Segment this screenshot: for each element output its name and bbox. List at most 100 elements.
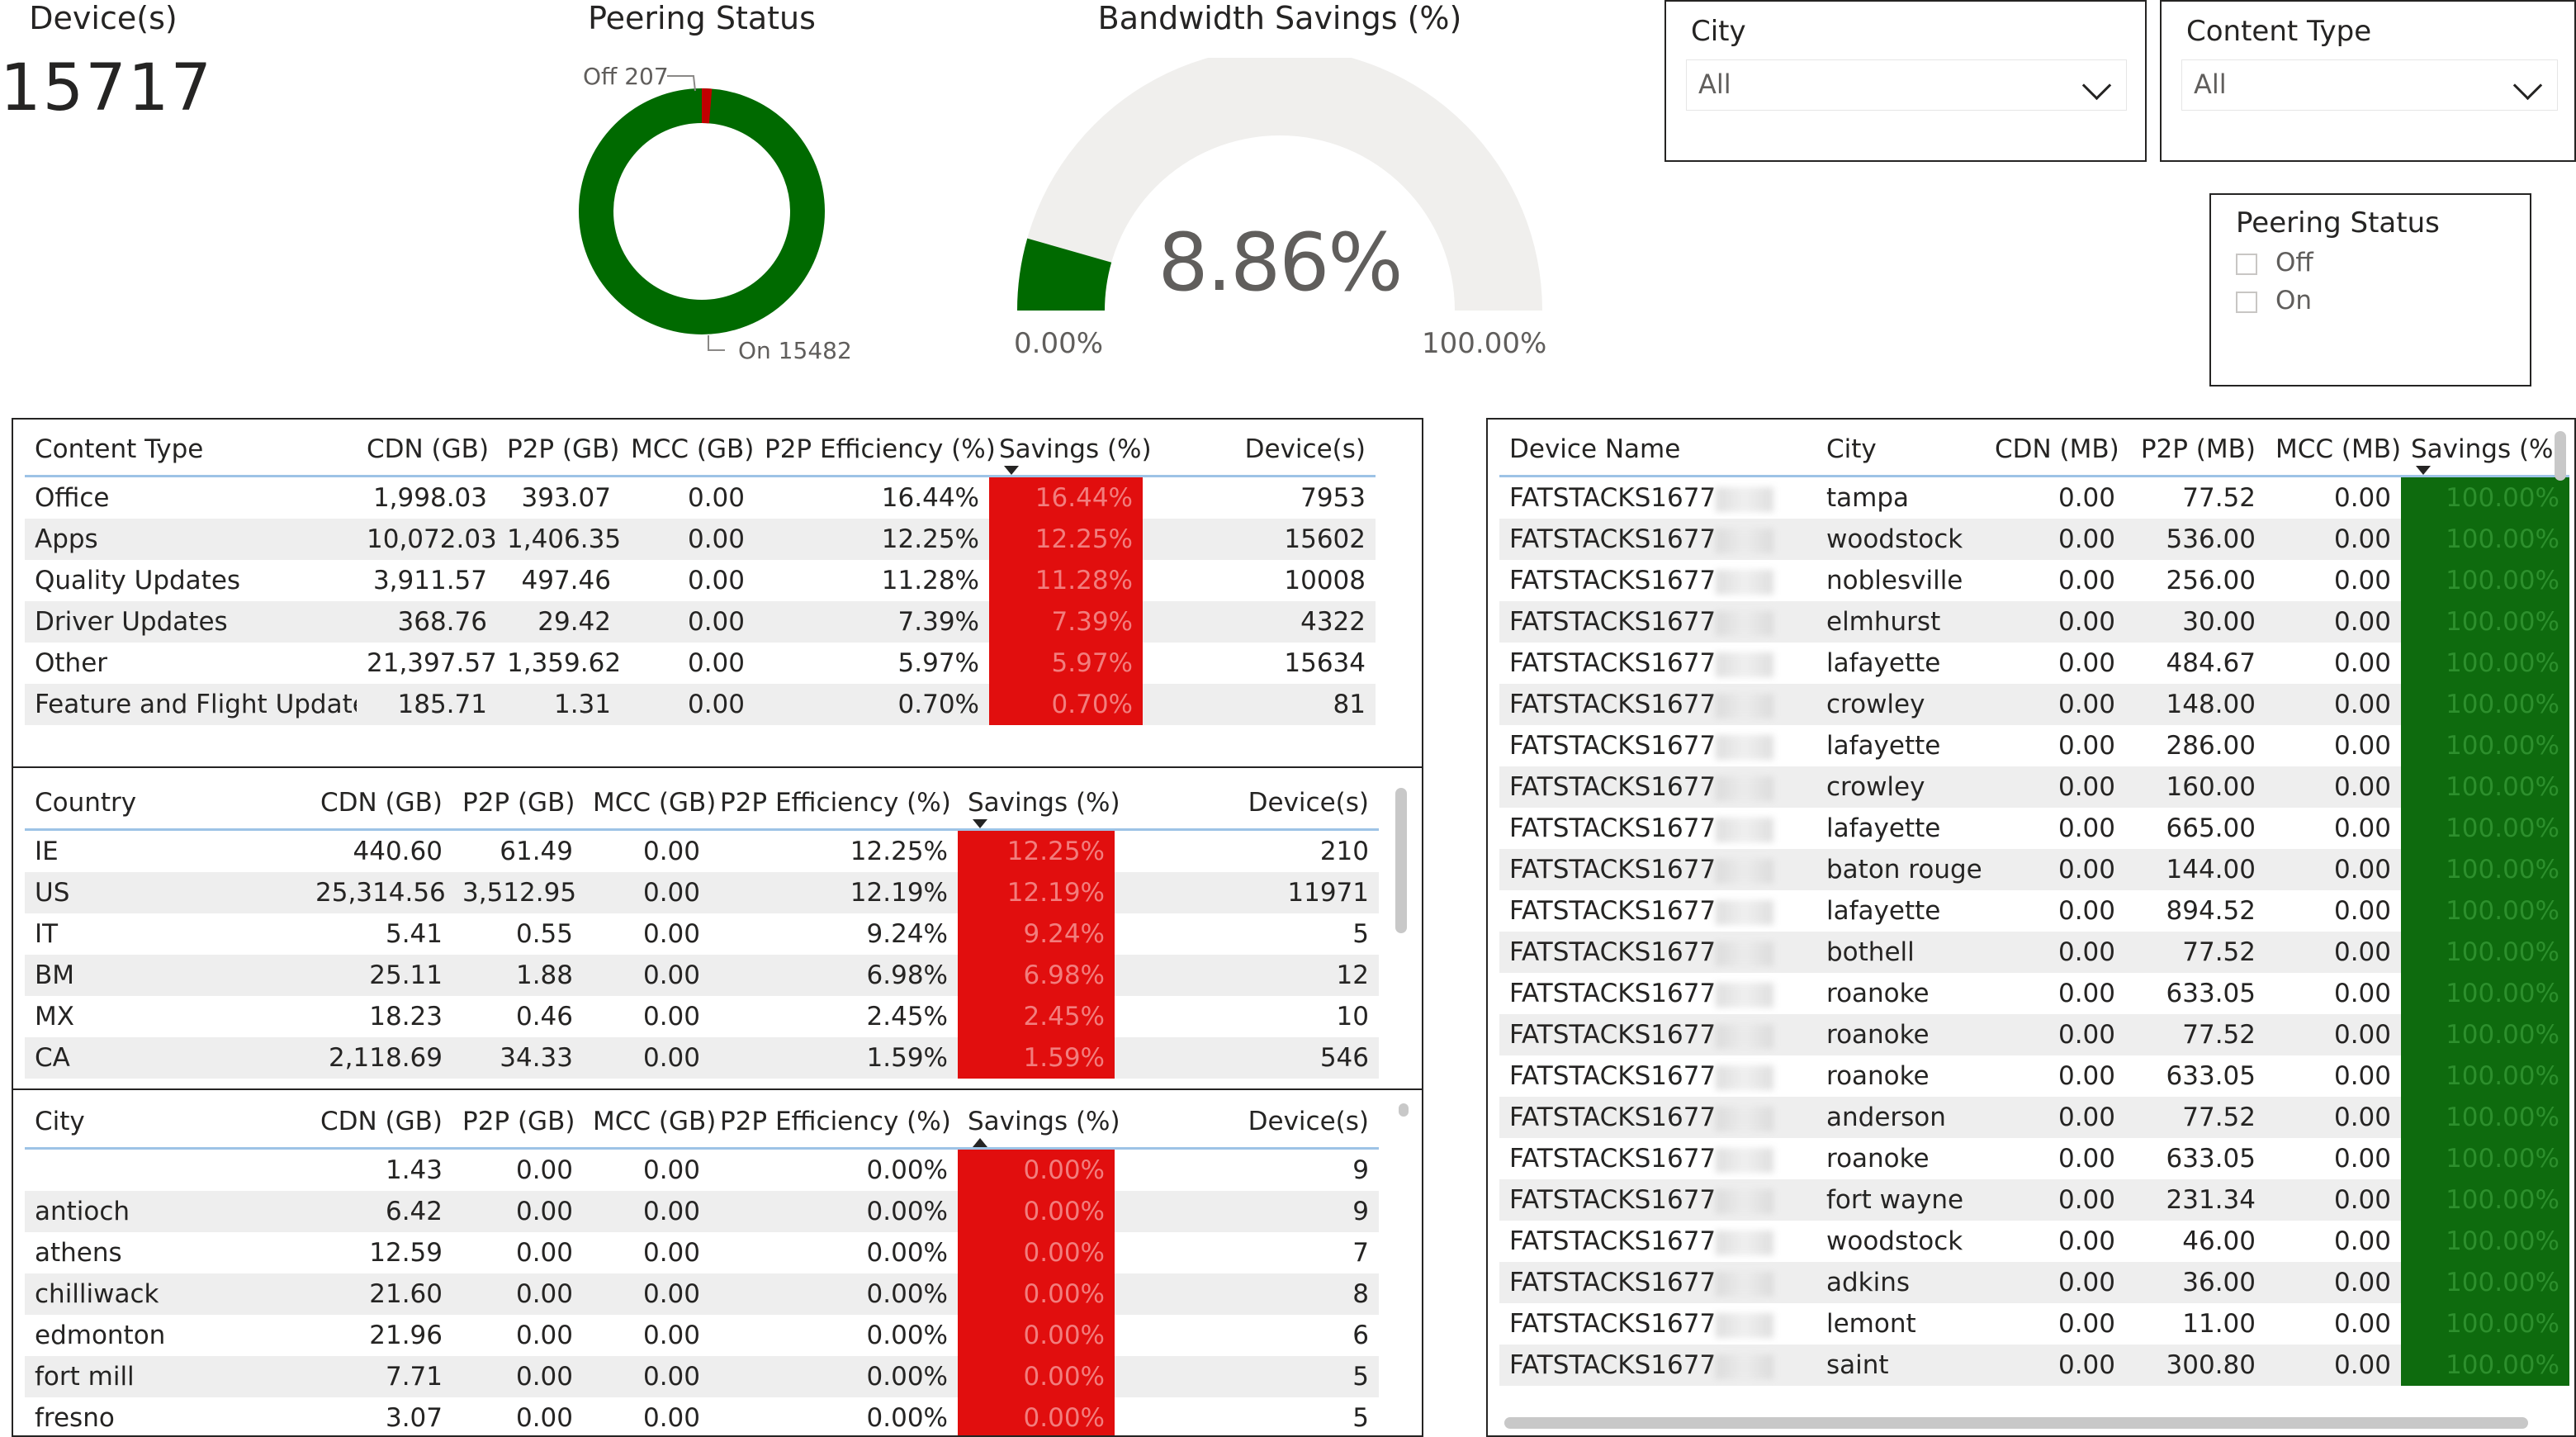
- content-type-dropdown[interactable]: All: [2181, 59, 2558, 111]
- table-row[interactable]: Feature and Flight Updates 185.71 1.31 0.00…: [25, 684, 1376, 725]
- country_table-header-6[interactable]: Device(s): [1115, 786, 1379, 831]
- checkbox-on[interactable]: [2236, 291, 2257, 313]
- table-row[interactable]: FATSTACKS1677 elmhurst 0.00 30.00 0.00 100.00…: [1499, 601, 2569, 643]
- table-row[interactable]: athens 12.59 0.00 0.00 0.00% 0.00% 7: [25, 1232, 1379, 1273]
- table-row[interactable]: Office 1,998.03 393.07 0.00 16.44% 16.44% 7953: [25, 476, 1376, 519]
- table-row[interactable]: US 25,314.56 3,512.95 0.00 12.19% 12.19% 11971: [25, 872, 1379, 913]
- device_table-header-5[interactable]: Savings (%): [2401, 433, 2569, 477]
- city_table-cell: 0.00: [452, 1191, 583, 1232]
- device_table-header-0[interactable]: Device Name: [1499, 433, 1816, 477]
- city_table-header-2[interactable]: P2P (GB): [452, 1105, 583, 1150]
- content_table-header-5[interactable]: Savings (%): [989, 433, 1152, 477]
- cell-value: 0.00: [642, 1321, 700, 1350]
- device-table-horizontal-scrollbar[interactable]: [1504, 1417, 2528, 1429]
- table-row[interactable]: Other 21,397.57 1,359.62 0.00 5.97% 5.97% 1563…: [25, 643, 1376, 684]
- country_table-cell: 12.19%: [958, 872, 1115, 913]
- cell-value: 10: [1336, 1002, 1369, 1032]
- cell-value: 0.00: [2057, 566, 2115, 595]
- table-row[interactable]: fresno 3.07 0.00 0.00 0.00% 0.00% 5: [25, 1397, 1379, 1435]
- cell-value: 0.00%: [1023, 1155, 1105, 1185]
- sort-descending-icon: [2416, 466, 2431, 475]
- device_table-header-1[interactable]: City: [1816, 433, 1985, 477]
- table-row[interactable]: MX 18.23 0.46 0.00 2.45% 2.45% 10: [25, 996, 1379, 1037]
- table-row[interactable]: 1.43 0.00 0.00 0.00% 0.00% 9: [25, 1148, 1379, 1191]
- device_table-header-4[interactable]: MCC (MB): [2266, 433, 2401, 477]
- table-row[interactable]: FATSTACKS1677 crowley 0.00 160.00 0.00 100.00…: [1499, 766, 2569, 808]
- bandwidth-savings-gauge[interactable]: [1007, 58, 1552, 322]
- cell-value: FATSTACKS1677: [1509, 524, 1717, 554]
- table-row[interactable]: FATSTACKS1677 roanoke 0.00 633.05 0.00 100.00…: [1499, 1055, 2569, 1097]
- table-row[interactable]: FATSTACKS1677 lafayette 0.00 286.00 0.00 100.…: [1499, 725, 2569, 766]
- cell-value: saint: [1826, 1350, 1889, 1380]
- city_table-header-0[interactable]: City: [25, 1105, 305, 1150]
- table-row[interactable]: FATSTACKS1677 noblesville 0.00 256.00 0.00 10…: [1499, 560, 2569, 601]
- table-row[interactable]: FATSTACKS1677 woodstock 0.00 536.00 0.00 100.…: [1499, 519, 2569, 560]
- table-row[interactable]: CA 2,118.69 34.33 0.00 1.59% 1.59% 546: [25, 1037, 1379, 1079]
- device_table-header-3[interactable]: P2P (MB): [2125, 433, 2266, 477]
- country_table-header-1[interactable]: CDN (GB): [305, 786, 452, 831]
- device-table-vertical-scrollbar[interactable]: [2555, 431, 2566, 481]
- table-row[interactable]: FATSTACKS1677 tampa 0.00 77.52 0.00 100.00%: [1499, 476, 2569, 519]
- table-row[interactable]: FATSTACKS1677 lafayette 0.00 894.52 0.00 100.…: [1499, 890, 2569, 932]
- country_table-header-4[interactable]: P2P Efficiency (%): [710, 786, 958, 831]
- city_table-header-1[interactable]: CDN (GB): [305, 1105, 452, 1150]
- table-row[interactable]: FATSTACKS1677 lafayette 0.00 484.67 0.00 100.…: [1499, 643, 2569, 684]
- table-row[interactable]: FATSTACKS1677 baton rouge 0.00 144.00 0.00 10…: [1499, 849, 2569, 890]
- peering-donut-chart[interactable]: [561, 58, 859, 372]
- city_table-header-5[interactable]: Savings (%): [958, 1105, 1120, 1150]
- peering-option-off[interactable]: Off: [2236, 248, 2313, 277]
- table-row[interactable]: Driver Updates 368.76 29.42 0.00 7.39% 7.39% 4…: [25, 601, 1376, 643]
- device_table-header-2[interactable]: CDN (MB): [1985, 433, 2125, 477]
- table-row[interactable]: IE 440.60 61.49 0.00 12.25% 12.25% 210: [25, 829, 1379, 872]
- content_table-header-2[interactable]: P2P (GB): [497, 433, 621, 477]
- table-row[interactable]: Apps 10,072.03 1,406.35 0.00 12.25% 12.25% 156…: [25, 519, 1376, 560]
- city-dropdown[interactable]: All: [1686, 59, 2127, 111]
- city_table-header-6[interactable]: Device(s): [1115, 1105, 1379, 1150]
- peering-option-on[interactable]: On: [2236, 286, 2312, 315]
- content_table-header-4[interactable]: P2P Efficiency (%): [755, 433, 996, 477]
- content_table-header-6[interactable]: Device(s): [1143, 433, 1376, 477]
- table-row[interactable]: fort mill 7.71 0.00 0.00 0.00% 0.00% 5: [25, 1356, 1379, 1397]
- table-row[interactable]: antioch 6.42 0.00 0.00 0.00% 0.00% 9: [25, 1191, 1379, 1232]
- city_table-header-3[interactable]: MCC (GB): [583, 1105, 716, 1150]
- content_table-header-1[interactable]: CDN (GB): [357, 433, 497, 477]
- device_table-cell: 0.00: [2266, 890, 2401, 932]
- checkbox-off[interactable]: [2236, 253, 2257, 275]
- table-row[interactable]: FATSTACKS1677 lemont 0.00 11.00 0.00 100.00%: [1499, 1303, 2569, 1345]
- table-row[interactable]: FATSTACKS1677 roanoke 0.00 633.05 0.00 100.00…: [1499, 1138, 2569, 1179]
- country_table-cell: 10: [1115, 996, 1379, 1037]
- content_table-cell: 4322: [1143, 601, 1376, 643]
- content_table-header-0[interactable]: Content Type: [25, 433, 357, 477]
- table-row[interactable]: FATSTACKS1677 crowley 0.00 148.00 0.00 100.00…: [1499, 684, 2569, 725]
- content_table-header-3[interactable]: MCC (GB): [621, 433, 755, 477]
- table-row[interactable]: FATSTACKS1677 adkins 0.00 36.00 0.00 100.00%: [1499, 1262, 2569, 1303]
- country_table-header-3[interactable]: MCC (GB): [583, 786, 716, 831]
- cell-value: 12.25%: [850, 837, 948, 866]
- country_table-header-0[interactable]: Country: [25, 786, 305, 831]
- table-row[interactable]: FATSTACKS1677 saint 0.00 300.80 0.00 100.00%: [1499, 1345, 2569, 1386]
- country_table-header-2[interactable]: P2P (GB): [452, 786, 583, 831]
- country_table-header-5[interactable]: Savings (%): [958, 786, 1120, 831]
- column-header-label: MCC (GB): [631, 434, 755, 464]
- table-row[interactable]: FATSTACKS1677 woodstock 0.00 46.00 0.00 100.0…: [1499, 1221, 2569, 1262]
- table-row[interactable]: BM 25.11 1.88 0.00 6.98% 6.98% 12: [25, 955, 1379, 996]
- cell-value: 300.80: [2166, 1350, 2256, 1380]
- table-row[interactable]: FATSTACKS1677 fort wayne 0.00 231.34 0.00 100…: [1499, 1179, 2569, 1221]
- table-row[interactable]: FATSTACKS1677 bothell 0.00 77.52 0.00 100.00%: [1499, 932, 2569, 973]
- device_table-cell: FATSTACKS1677: [1499, 1097, 1816, 1138]
- table-row[interactable]: FATSTACKS1677 anderson 0.00 77.52 0.00 100.00…: [1499, 1097, 2569, 1138]
- device_table-cell: woodstock: [1816, 1221, 1985, 1262]
- city-table-scrollbar[interactable]: [1399, 1103, 1409, 1117]
- country-table-scrollbar[interactable]: [1395, 788, 1407, 933]
- city_table-header-4[interactable]: P2P Efficiency (%): [710, 1105, 958, 1150]
- table-row[interactable]: FATSTACKS1677 roanoke 0.00 633.05 0.00 100.00…: [1499, 973, 2569, 1014]
- table-row[interactable]: IT 5.41 0.55 0.00 9.24% 9.24% 5: [25, 913, 1379, 955]
- table-row[interactable]: edmonton 21.96 0.00 0.00 0.00% 0.00% 6: [25, 1315, 1379, 1356]
- table-row[interactable]: FATSTACKS1677 lafayette 0.00 665.00 0.00 100.…: [1499, 808, 2569, 849]
- table-row[interactable]: FATSTACKS1677 roanoke 0.00 77.52 0.00 100.00%: [1499, 1014, 2569, 1055]
- city-slicer-title: City: [1691, 15, 1746, 48]
- device_table-cell: 0.00: [1985, 849, 2125, 890]
- table-row[interactable]: Quality Updates 3,911.57 497.46 0.00 11.28% 1…: [25, 560, 1376, 601]
- content_table-cell: 11.28%: [989, 560, 1143, 601]
- table-row[interactable]: chilliwack 21.60 0.00 0.00 0.00% 0.00% 8: [25, 1273, 1379, 1315]
